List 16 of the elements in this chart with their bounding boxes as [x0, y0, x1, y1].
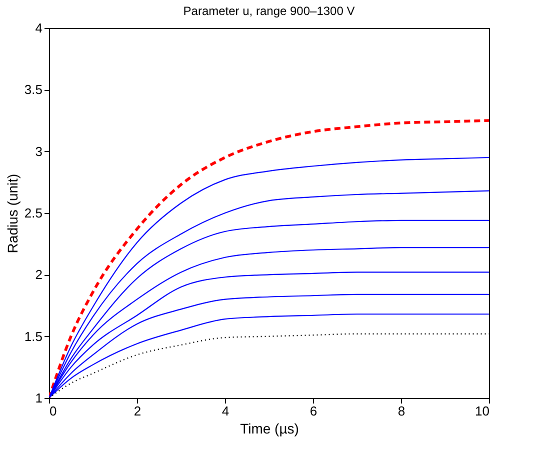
y-tick-label: 4: [35, 20, 42, 36]
x-axis-title: Time (µs): [240, 420, 299, 436]
chart-title: Parameter u, range 900–1300 V: [183, 4, 355, 18]
y-axis-title: Radius (unit): [4, 174, 20, 254]
y-tick-label: 1.5: [24, 328, 42, 344]
x-tick-label: 0: [50, 404, 57, 418]
x-tick-label: 6: [310, 404, 318, 418]
y-tick-label: 2: [35, 267, 42, 282]
y-tick-label: 3: [35, 144, 42, 159]
x-tick-label: 10: [475, 404, 490, 418]
y-tick-label: 2.5: [24, 206, 42, 220]
x-tick-label: 4: [222, 404, 230, 418]
y-tick-label: 3.5: [24, 82, 42, 98]
x-tick-label: 2: [134, 404, 142, 418]
y-tick-label: 1: [35, 390, 42, 406]
x-tick-label: 8: [398, 404, 406, 418]
